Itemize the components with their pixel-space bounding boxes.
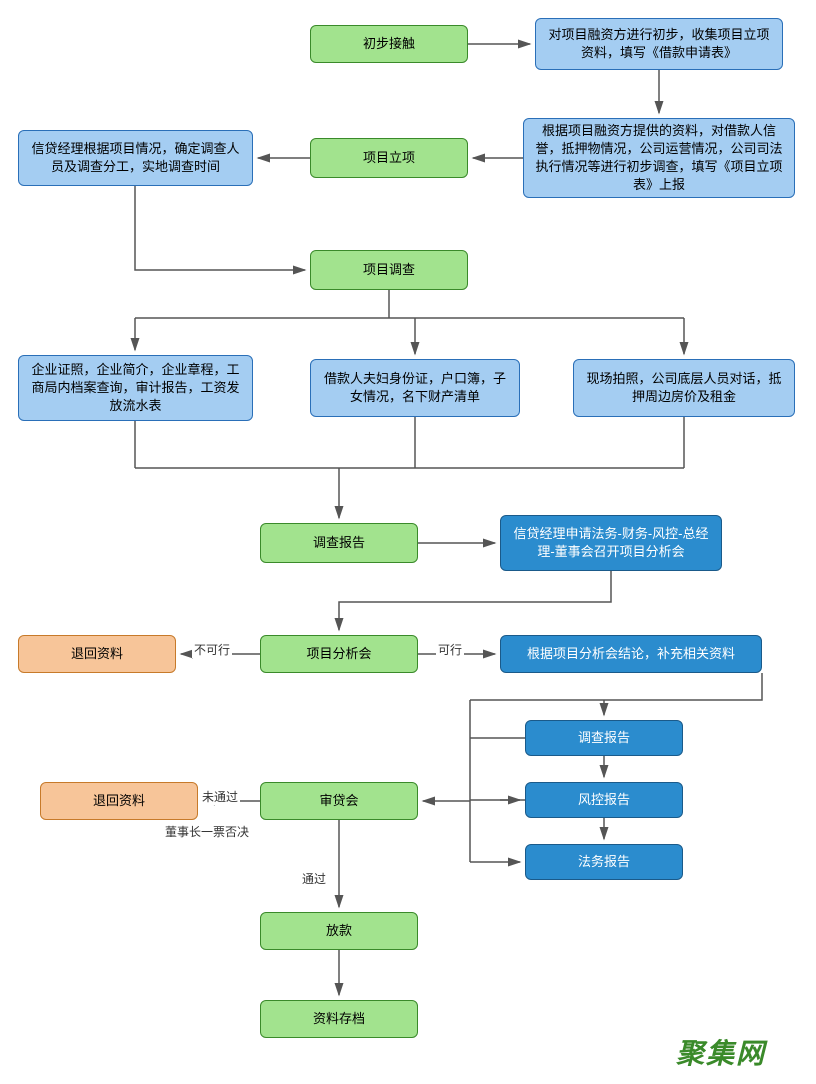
node-label: 放款 — [326, 922, 352, 940]
node-risk-control-report: 风控报告 — [525, 782, 683, 818]
node-return-materials-2: 退回资料 — [40, 782, 198, 820]
node-return-materials-1: 退回资料 — [18, 635, 176, 673]
node-loan-review-meeting: 审贷会 — [260, 782, 418, 820]
node-label: 现场拍照，公司底层人员对话，抵押周边房价及租金 — [582, 370, 786, 406]
node-label: 审贷会 — [319, 792, 358, 810]
node-credit-manager-assign: 信贷经理根据项目情况，确定调查人员及调查分工，实地调查时间 — [18, 130, 253, 186]
node-enterprise-docs: 企业证照，企业简介，企业章程，工商局内档案查询，审计报告，工资发放流水表 — [18, 355, 253, 421]
node-label: 对项目融资方进行初步，收集项目立项资料，填写《借款申请表》 — [544, 26, 774, 62]
node-supplement-materials: 根据项目分析会结论，补充相关资料 — [500, 635, 762, 673]
edge-label-chairman-veto: 董事长一票否决 — [163, 823, 251, 840]
edge-label-not-passed: 未通过 — [200, 788, 240, 805]
edge-label-feasible: 可行 — [436, 641, 464, 658]
node-label: 退回资料 — [93, 792, 145, 810]
edge-label-not-feasible: 不可行 — [192, 641, 232, 658]
node-label: 项目分析会 — [306, 645, 371, 663]
node-label: 调查报告 — [313, 534, 365, 552]
node-collect-materials: 对项目融资方进行初步，收集项目立项资料，填写《借款申请表》 — [535, 18, 783, 70]
node-label: 风控报告 — [578, 791, 630, 809]
node-onsite-photos: 现场拍照，公司底层人员对话，抵押周边房价及租金 — [573, 359, 795, 417]
node-label: 信贷经理根据项目情况，确定调查人员及调查分工，实地调查时间 — [27, 140, 244, 176]
node-preliminary-investigation: 根据项目融资方提供的资料，对借款人信誉，抵押物情况，公司运营情况，公司司法执行情… — [523, 118, 795, 198]
node-project-investigation: 项目调查 — [310, 250, 468, 290]
node-investigation-report-2: 调查报告 — [525, 720, 683, 756]
node-label: 项目调查 — [363, 261, 415, 279]
node-label: 资料存档 — [313, 1010, 365, 1028]
node-borrower-docs: 借款人夫妇身份证，户口簿，子女情况，名下财产清单 — [310, 359, 520, 417]
node-label: 调查报告 — [578, 729, 630, 747]
node-investigation-report: 调查报告 — [260, 523, 418, 563]
node-label: 企业证照，企业简介，企业章程，工商局内档案查询，审计报告，工资发放流水表 — [27, 361, 244, 416]
node-project-approval: 项目立项 — [310, 138, 468, 178]
node-archive: 资料存档 — [260, 1000, 418, 1038]
node-request-analysis-meeting: 信贷经理申请法务-财务-风控-总经理-董事会召开项目分析会 — [500, 515, 722, 571]
node-project-analysis-meeting: 项目分析会 — [260, 635, 418, 673]
node-label: 信贷经理申请法务-财务-风控-总经理-董事会召开项目分析会 — [509, 525, 713, 561]
node-label: 法务报告 — [578, 853, 630, 871]
edge-label-passed: 通过 — [300, 870, 328, 887]
node-label: 项目立项 — [363, 149, 415, 167]
node-legal-report: 法务报告 — [525, 844, 683, 880]
node-initial-contact: 初步接触 — [310, 25, 468, 63]
node-disbursement: 放款 — [260, 912, 418, 950]
node-label: 根据项目融资方提供的资料，对借款人信誉，抵押物情况，公司运营情况，公司司法执行情… — [532, 122, 786, 195]
node-label: 初步接触 — [363, 35, 415, 53]
watermark-logo: 聚集网 — [676, 1032, 766, 1072]
node-label: 退回资料 — [71, 645, 123, 663]
node-label: 根据项目分析会结论，补充相关资料 — [527, 645, 735, 663]
node-label: 借款人夫妇身份证，户口簿，子女情况，名下财产清单 — [319, 370, 511, 406]
